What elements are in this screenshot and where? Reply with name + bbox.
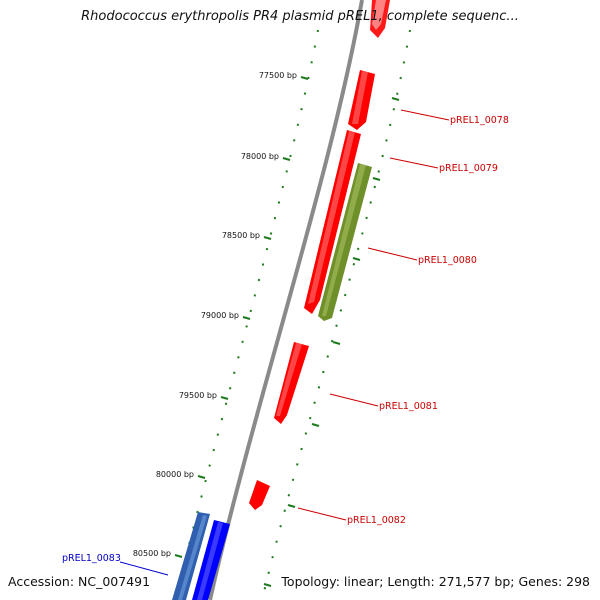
gene-arrow-0082[interactable] xyxy=(249,480,270,510)
gene-arrow-0079-shade xyxy=(308,131,355,304)
inner-track-ticks xyxy=(263,97,400,587)
scale-tick-mark xyxy=(197,475,206,479)
scale-tick-label: 77500 bp xyxy=(259,71,297,80)
callout-line-0081 xyxy=(329,393,379,407)
gene-arrow-0083-b-shade xyxy=(197,522,223,600)
scale-tick-label: 79500 bp xyxy=(179,391,217,400)
gene-label-0078[interactable]: pREL1_0078 xyxy=(450,115,509,126)
gene-arrow-0078-shade xyxy=(352,71,368,124)
map-title: Rhodococcus erythropolis PR4 plasmid pRE… xyxy=(81,9,519,24)
gene-label-0080[interactable]: pREL1_0080 xyxy=(418,255,477,266)
gene-arrow-0080-shade xyxy=(322,164,366,316)
scale-tick-label: 80000 bp xyxy=(156,470,194,479)
scale-tick-mark xyxy=(282,157,291,161)
scale-tick-mark xyxy=(220,396,229,400)
scale-ticks: 77500 bp 78000 bp 78500 bp 79000 bp 7950… xyxy=(133,71,309,558)
outer-dotted-track xyxy=(174,29,319,600)
gene-arrow-0083-shade xyxy=(178,515,207,600)
callout-line-0078 xyxy=(400,109,450,121)
gene-arrow-0081-shade xyxy=(276,343,302,416)
callout-line-0082 xyxy=(297,507,347,521)
gene-callouts: pREL1_0078 pREL1_0079 pREL1_0080 pREL1_0… xyxy=(62,109,509,576)
topology-summary: Topology: linear; Length: 271,577 bp; Ge… xyxy=(281,574,590,589)
gene-label-0079[interactable]: pREL1_0079 xyxy=(439,163,498,174)
scale-tick-mark xyxy=(263,236,272,240)
accession-text: Accession: NC_007491 xyxy=(8,574,151,589)
scale-tick-label: 80500 bp xyxy=(133,549,171,558)
scale-tick-mark xyxy=(242,316,251,320)
callout-line-0080 xyxy=(367,247,418,261)
gene-label-0081[interactable]: pREL1_0081 xyxy=(379,401,438,412)
gene-label-0083[interactable]: pREL1_0083 xyxy=(62,553,121,564)
callout-line-0079 xyxy=(389,157,439,169)
gene-label-0082[interactable]: pREL1_0082 xyxy=(347,515,406,526)
sequence-backbone xyxy=(208,0,364,600)
scale-tick-mark xyxy=(174,554,183,558)
scale-tick-label: 78000 bp xyxy=(241,152,279,161)
gene-arrow-highlight xyxy=(372,0,386,30)
scale-tick-mark xyxy=(300,76,309,80)
scale-tick-label: 79000 bp xyxy=(201,311,239,320)
scale-tick-label: 78500 bp xyxy=(222,231,260,240)
callout-line-0083 xyxy=(119,561,169,576)
